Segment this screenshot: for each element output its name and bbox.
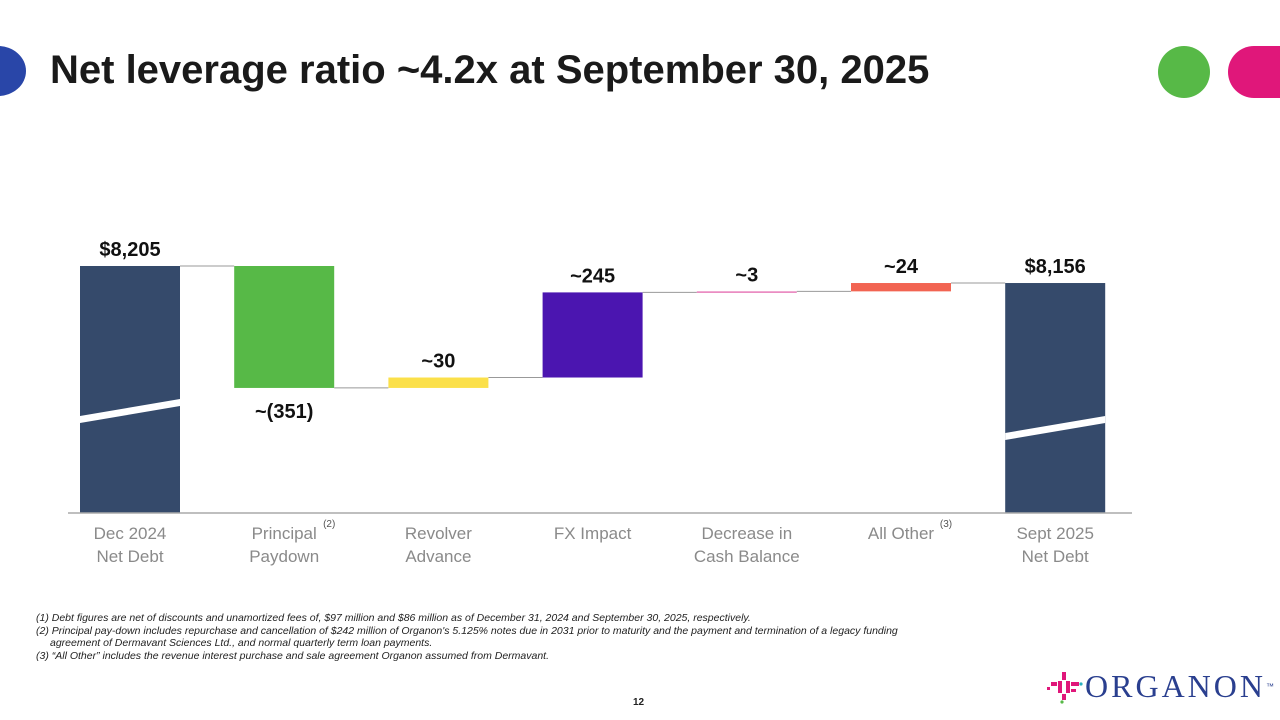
waterfall-chart: $8,205 Dec 2024 Net Debt ~(351) Principal Pay… [68,239,1132,566]
data-label-4: ~3 [735,264,758,286]
magenta-decoration-dot [1228,46,1280,98]
data-label-3: ~245 [570,265,615,287]
data-label-6: $8,156 [1025,256,1086,278]
organon-logo-icon [1047,671,1083,704]
data-label-0: $8,205 [99,239,160,261]
bar-4 [696,291,797,293]
category-label-6: Sept 2025 [1016,524,1094,543]
bar-2 [388,377,489,388]
category-label-6: Net Debt [1022,547,1089,566]
trademark: ™ [1266,682,1274,691]
category-label-0: Net Debt [96,547,163,566]
footnote-ref-1: (2) [323,519,335,530]
category-label-2: Revolver [405,524,472,543]
green-decoration-dot [1158,46,1210,98]
footnotes: (1) Debt figures are net of discounts an… [36,612,898,662]
category-label-3: FX Impact [554,524,632,543]
category-label-4: Decrease in [701,524,792,543]
bar-0 [80,266,180,513]
organon-logo: ORGANON ™ [1045,668,1274,705]
category-label-2: Advance [405,547,471,566]
category-label-1: Principal [252,524,317,543]
category-label-4: Cash Balance [694,547,800,566]
axis-break-0 [80,399,180,423]
data-label-2: ~30 [421,351,455,373]
footnote-2-cont: agreement of Dermavant Sciences Ltd., an… [50,637,433,649]
logo-text: ORGANON [1085,668,1266,704]
page-number: 12 [633,697,645,708]
bar-3 [542,292,643,378]
category-label-5: All Other [868,524,934,543]
footnote-3: (3) “All Other” includes the revenue int… [36,649,550,662]
footnote-1: (1) Debt figures are net of discounts an… [36,612,751,624]
category-label-0: Dec 2024 [94,524,167,543]
bar-5 [851,283,951,292]
data-label-5: ~24 [884,256,919,278]
axis-break-6 [1005,416,1106,441]
data-label-1: ~(351) [255,401,313,423]
category-label-1: Paydown [249,547,319,566]
bar-1 [234,266,335,388]
bar-6 [1005,283,1106,513]
footnote-2: (2) Principal pay-down includes repurcha… [36,624,898,637]
footnote-ref-5: (3) [940,519,952,530]
page-title: Net leverage ratio ~4.2x at September 30… [50,48,930,92]
